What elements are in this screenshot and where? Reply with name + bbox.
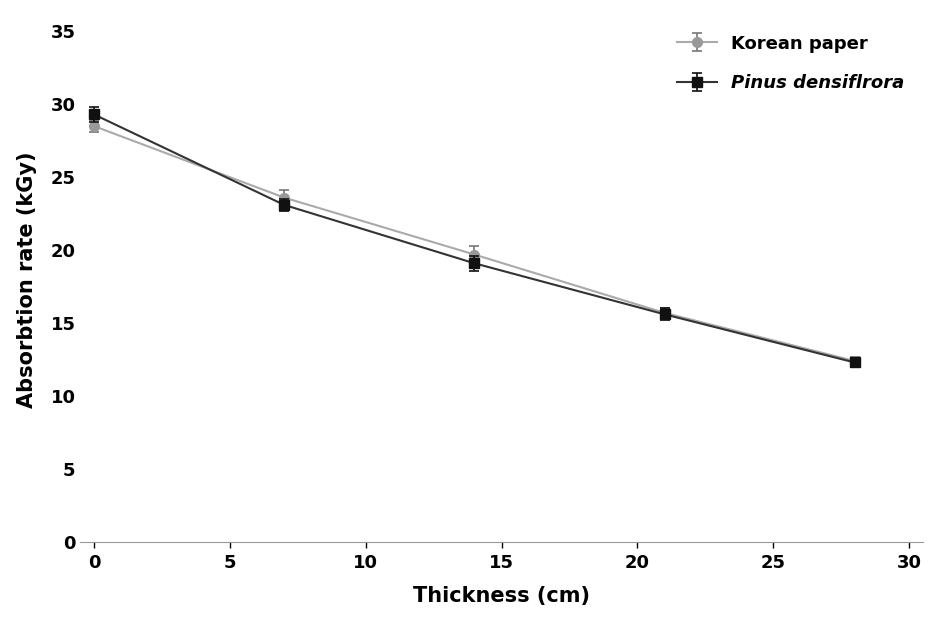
Legend: Korean paper, Pinus densiflrora: Korean paper, Pinus densiflrora [668,26,914,102]
Y-axis label: Absorbtion rate (kGy): Absorbtion rate (kGy) [17,151,37,407]
X-axis label: Thickness (cm): Thickness (cm) [413,586,590,606]
